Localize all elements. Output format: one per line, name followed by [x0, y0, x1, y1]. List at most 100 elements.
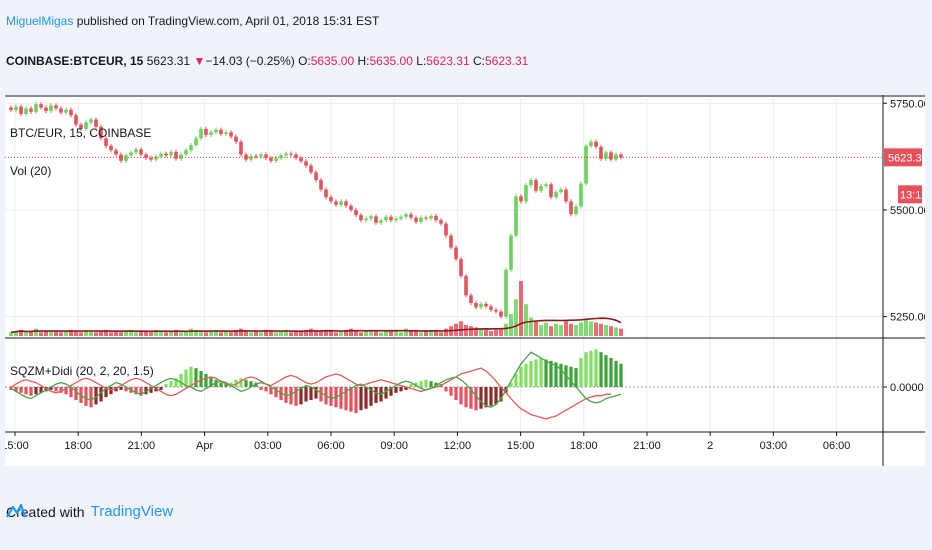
squeeze-histogram-bar — [414, 382, 418, 387]
squeeze-histogram-bar — [64, 387, 68, 395]
squeeze-histogram-bar — [169, 381, 173, 387]
volume-bar — [244, 331, 248, 336]
candle-body — [389, 216, 393, 221]
candle-body — [254, 156, 258, 158]
candle-body — [9, 107, 13, 111]
volume-bar — [84, 329, 88, 336]
squeeze-histogram-bar — [429, 381, 433, 387]
volume-bar — [434, 331, 438, 336]
volume-bar — [619, 328, 623, 336]
volume-bar — [79, 332, 83, 336]
candle-body — [604, 152, 608, 159]
squeeze-histogram-bar — [69, 387, 73, 398]
squeeze-histogram-bar — [229, 382, 233, 387]
squeeze-histogram-bar — [189, 366, 193, 387]
candle-body — [229, 132, 233, 137]
candle-body — [69, 109, 73, 116]
squeeze-histogram-bar — [444, 387, 448, 392]
candle-body — [409, 214, 413, 218]
volume-bar — [189, 328, 193, 336]
volume-bar — [194, 329, 198, 336]
candle-body — [199, 128, 203, 139]
candle-body — [439, 220, 443, 224]
candle-body — [274, 157, 278, 161]
chart-container[interactable]: 5750.00 5500.00 5250.00 5623.31 13:11 BTC/EUR… — [5, 95, 925, 466]
volume-bar — [439, 332, 443, 336]
volume-label: Vol (20) — [10, 164, 51, 178]
squeeze-histogram-bar — [24, 387, 28, 395]
low-label: L: — [416, 54, 427, 68]
candle-body — [259, 154, 263, 157]
time-tick-label: 09:00 — [380, 440, 408, 452]
chart-svg[interactable]: 5750.00 5500.00 5250.00 5623.31 13:11 BTC/EUR… — [5, 95, 925, 466]
candle-body — [364, 218, 368, 221]
volume-bar — [89, 331, 93, 336]
volume-bar — [494, 329, 498, 336]
quote-line: COINBASE:BTCEUR, 15 5623.31 ▼−14.03 (−0.… — [6, 54, 528, 68]
candle-body — [464, 276, 468, 296]
volume-bar — [299, 331, 303, 336]
candle-body — [239, 141, 243, 155]
squeeze-histogram-bar — [554, 362, 558, 387]
squeeze-histogram-bar — [74, 387, 78, 401]
candle-body — [49, 105, 53, 111]
volume-bar — [374, 331, 378, 336]
squeeze-histogram-bar — [104, 387, 108, 398]
author-link[interactable]: MiguelMigas — [6, 14, 74, 28]
squeeze-histogram-bar — [264, 387, 268, 392]
volume-bar — [509, 314, 513, 336]
candle-body — [334, 201, 338, 205]
squeeze-histogram-bar — [534, 359, 538, 387]
volume-bar — [469, 326, 473, 336]
volume-bar — [514, 299, 518, 336]
squeeze-histogram-bar — [509, 382, 513, 387]
volume-bar — [474, 327, 478, 336]
squeeze-histogram-bar — [369, 387, 373, 406]
volume-bar — [404, 328, 408, 336]
volume-bar — [219, 332, 223, 336]
volume-bar — [539, 325, 543, 336]
last-price: 5623.31 — [146, 54, 191, 68]
volume-bar — [314, 329, 318, 336]
tradingview-brand[interactable]: TradingView — [90, 503, 174, 520]
squeeze-histogram-bar — [339, 387, 343, 409]
candle-body — [144, 154, 148, 158]
candle-body — [284, 153, 288, 156]
squeeze-histogram-bar — [394, 387, 398, 393]
time-tick-label: 06:00 — [823, 440, 851, 452]
candle-body — [89, 119, 93, 123]
squeeze-histogram-bar — [164, 384, 168, 387]
candle-body — [594, 141, 598, 147]
volume-bar — [359, 332, 363, 336]
candle-body — [114, 150, 118, 155]
volume-bar — [59, 332, 63, 336]
volume-bar — [249, 332, 253, 336]
candle-body — [279, 155, 283, 158]
volume-bar — [604, 325, 608, 336]
squeeze-histogram-bar — [259, 387, 263, 390]
candle-body — [484, 303, 488, 307]
volume-bar — [269, 331, 273, 336]
candle-body — [539, 186, 543, 191]
volume-bar — [364, 331, 368, 336]
squeeze-histogram-bar — [574, 368, 578, 387]
candle-body — [369, 216, 373, 219]
candle-body — [509, 235, 513, 270]
candle-body — [329, 197, 333, 202]
volume-bar — [234, 329, 238, 336]
volume-bar — [429, 329, 433, 336]
candle-body — [549, 184, 553, 198]
squeeze-histogram-bar — [209, 376, 213, 387]
volume-bar — [289, 332, 293, 336]
last-price-tag-label: 5623.31 — [888, 152, 925, 164]
volume-bar — [559, 325, 563, 336]
candle-body — [314, 172, 318, 181]
squeeze-histogram-bar — [219, 382, 223, 387]
candle-body — [469, 295, 473, 304]
squeeze-histogram-bar — [109, 387, 113, 395]
squeeze-histogram-bar — [329, 387, 333, 406]
squeeze-histogram-bar — [179, 373, 183, 387]
volume-bar — [264, 329, 268, 336]
squeeze-histogram-bar — [49, 387, 53, 390]
time-tick-label: 15:00 — [5, 440, 29, 452]
